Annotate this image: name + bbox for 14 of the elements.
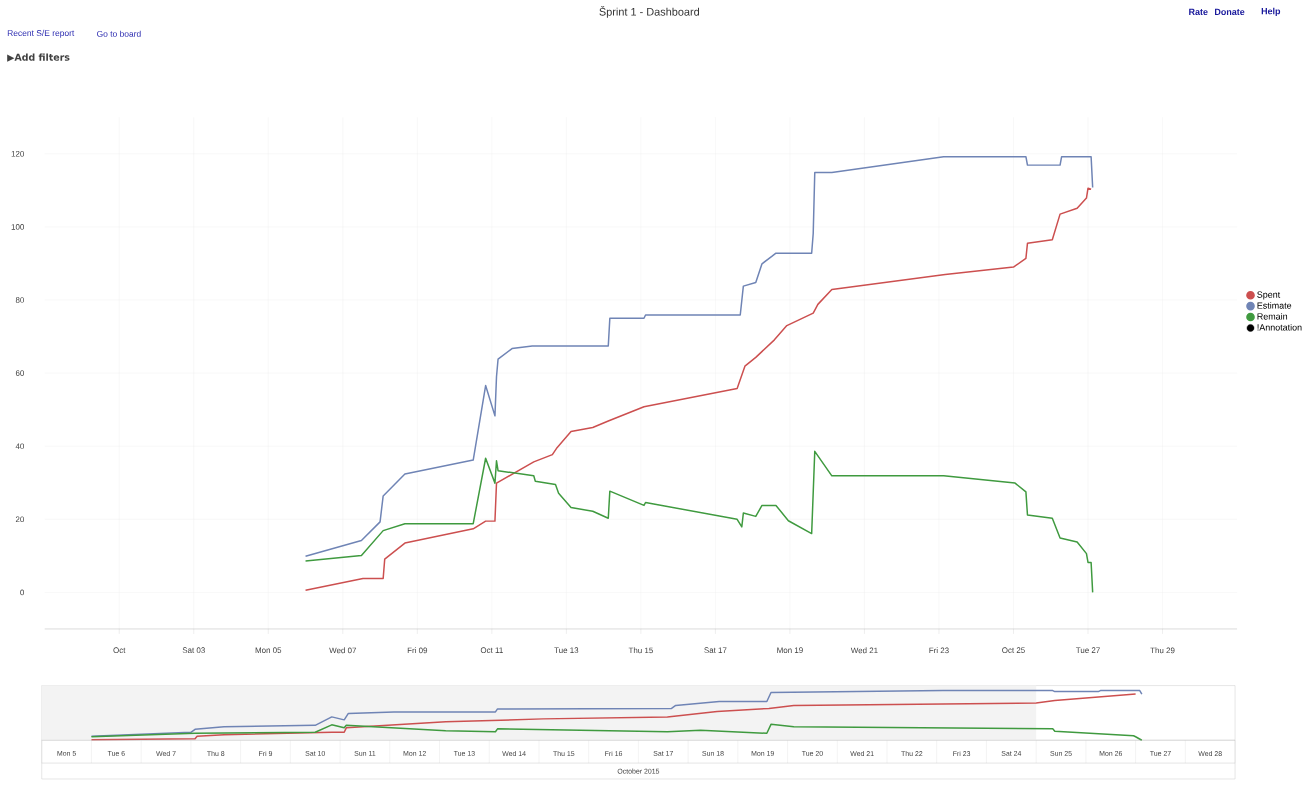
chart-title: Šprint 1 - Dashboard <box>599 6 700 18</box>
legend-label: Spent <box>1257 291 1281 300</box>
legend-label: Remain <box>1257 313 1288 320</box>
text: Help <box>1261 7 1281 17</box>
text: Donate <box>1215 8 1245 16</box>
text: Go to board <box>97 30 141 37</box>
text: ▶Add filters <box>7 53 70 62</box>
legend-label: Estimate <box>1257 302 1292 309</box>
legend-label: !Annotation <box>1257 324 1302 331</box>
line-series <box>304 156 1094 558</box>
text: Rate <box>1189 8 1208 16</box>
line-series <box>304 450 1094 594</box>
line-series <box>304 187 1092 592</box>
text: Recent S/E report <box>7 29 75 38</box>
